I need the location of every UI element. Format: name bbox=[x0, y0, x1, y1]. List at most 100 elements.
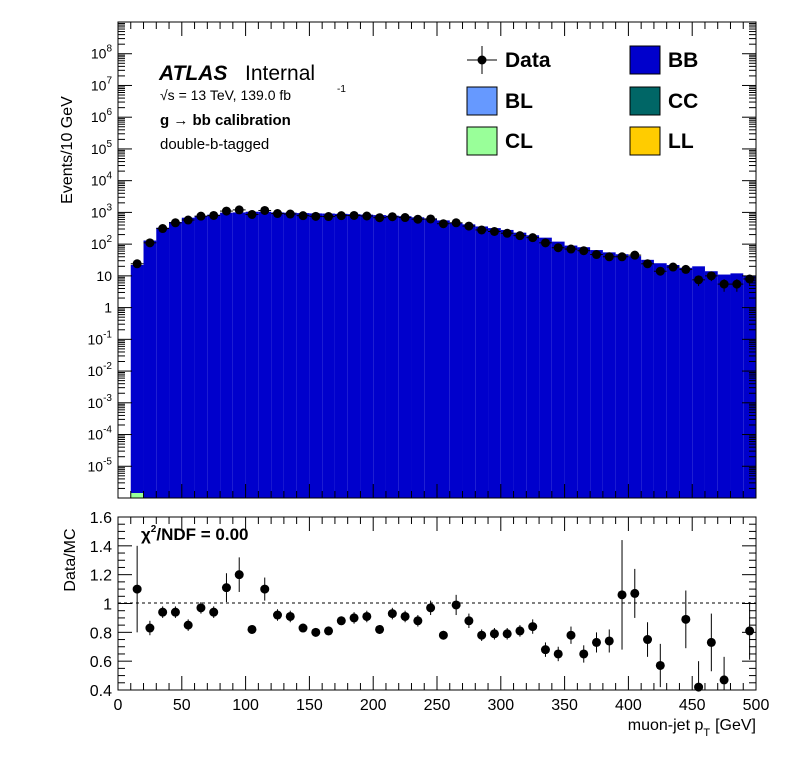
bb-bar bbox=[526, 235, 540, 499]
ratio-point bbox=[464, 616, 474, 626]
ratio-y-tick-label: 1.4 bbox=[90, 539, 112, 556]
data-point bbox=[451, 218, 461, 228]
ratio-points bbox=[132, 540, 755, 692]
ratio-point bbox=[694, 682, 704, 692]
ratio-y-tick-label: 0.4 bbox=[90, 683, 112, 700]
ratio-point bbox=[285, 611, 295, 621]
data-point bbox=[247, 209, 257, 219]
bb-bar bbox=[207, 214, 221, 498]
data-point bbox=[464, 221, 474, 231]
chi2-value: /NDF = 0.00 bbox=[156, 525, 248, 544]
ratio-point bbox=[349, 613, 359, 623]
y-tick-label: 10-3 bbox=[88, 393, 113, 411]
bb-bar bbox=[602, 252, 616, 498]
bb-bar bbox=[130, 265, 144, 498]
bb-bar bbox=[143, 240, 157, 499]
bb-bar bbox=[220, 212, 233, 499]
ratio-point bbox=[451, 600, 461, 610]
ratio-point bbox=[438, 630, 448, 640]
data-point bbox=[375, 213, 385, 223]
ratio-y-tick-label: 1 bbox=[103, 597, 112, 614]
legend-swatch-bl bbox=[466, 86, 498, 116]
chi2-superscript: 2 bbox=[151, 524, 157, 535]
ratio-point bbox=[579, 649, 589, 659]
bb-bar bbox=[296, 213, 310, 498]
x-tick-label: 150 bbox=[296, 697, 323, 714]
x-tick-label: 0 bbox=[114, 697, 123, 714]
x-axis-label-unit: [GeV] bbox=[715, 717, 756, 734]
ratio-point bbox=[260, 584, 270, 594]
data-point bbox=[515, 231, 525, 241]
y-tick-label: 108 bbox=[91, 44, 113, 62]
data-point bbox=[745, 274, 755, 284]
y-tick-base: 10 bbox=[91, 141, 107, 157]
ratio-point bbox=[745, 626, 755, 636]
y-tick-base: 10 bbox=[88, 363, 104, 379]
y-tick-label: 102 bbox=[91, 234, 113, 252]
ratio-y-tick-label: 0.6 bbox=[90, 654, 112, 671]
data-points bbox=[130, 205, 756, 292]
ratio-point bbox=[719, 675, 729, 685]
data-point bbox=[273, 209, 282, 219]
y-tick-label: 106 bbox=[91, 107, 113, 125]
ratio-point bbox=[273, 610, 282, 620]
ratio-point bbox=[643, 635, 653, 645]
bb-bar bbox=[475, 226, 489, 499]
ratio-point bbox=[630, 588, 640, 598]
ratio-point bbox=[132, 584, 142, 594]
x-tick-label: 350 bbox=[551, 697, 578, 714]
ratio-point bbox=[489, 629, 499, 639]
legend-label-data: Data bbox=[505, 49, 551, 72]
bb-bar bbox=[245, 211, 259, 498]
bb-bar bbox=[462, 224, 476, 498]
y-tick-base: 10 bbox=[88, 427, 104, 443]
data-point bbox=[617, 252, 627, 262]
ratio-y-tick-label: 1.6 bbox=[90, 510, 112, 527]
ratio-point bbox=[196, 603, 206, 613]
y-tick-base: 10 bbox=[91, 236, 107, 252]
ratio-point bbox=[221, 583, 231, 593]
data-point bbox=[643, 259, 653, 269]
ratio-point bbox=[413, 616, 423, 626]
data-point bbox=[349, 210, 359, 220]
y-tick-label: 10 bbox=[96, 268, 112, 284]
bb-bar bbox=[730, 273, 744, 498]
y-tick-base: 10 bbox=[91, 77, 107, 93]
data-point bbox=[132, 259, 142, 269]
bb-bar bbox=[194, 215, 208, 498]
bb-bar bbox=[500, 229, 514, 498]
bb-bar bbox=[577, 247, 591, 498]
data-point bbox=[566, 244, 576, 254]
ratio-point bbox=[362, 611, 372, 621]
legend: Data BB BL CC CL LL bbox=[466, 45, 698, 156]
bb-bar bbox=[258, 211, 272, 498]
data-point bbox=[311, 211, 321, 221]
ratio-point bbox=[311, 627, 321, 637]
ratio-plot-frame bbox=[117, 516, 757, 691]
y-tick-exponent: -4 bbox=[103, 425, 112, 436]
cl-bar bbox=[130, 493, 144, 498]
bb-bar bbox=[334, 213, 348, 498]
y-tick-base: 10 bbox=[91, 204, 107, 220]
y-tick-base: 10 bbox=[91, 46, 107, 62]
data-point bbox=[655, 266, 665, 276]
legend-label-bb: BB bbox=[668, 49, 698, 72]
mc-stack-bars bbox=[130, 211, 756, 499]
bb-bar bbox=[271, 212, 284, 498]
bb-bar bbox=[692, 266, 705, 498]
main-plot-frame bbox=[117, 21, 757, 499]
y-tick-exponent: -3 bbox=[103, 393, 112, 404]
bb-bar bbox=[411, 217, 425, 498]
ratio-point bbox=[592, 637, 601, 647]
legend-swatch-ll bbox=[629, 126, 661, 156]
data-point bbox=[579, 246, 589, 256]
ratio-y-tick-label: 0.8 bbox=[90, 625, 112, 642]
ratio-point bbox=[540, 645, 550, 655]
bb-bar bbox=[628, 256, 642, 498]
y-tick-base: 10 bbox=[91, 109, 107, 125]
bb-bar bbox=[551, 241, 565, 498]
ratio-point bbox=[170, 607, 180, 617]
x-tick-label: 400 bbox=[615, 697, 642, 714]
bb-bar bbox=[322, 213, 335, 498]
y-tick-exponent: 6 bbox=[106, 107, 112, 118]
